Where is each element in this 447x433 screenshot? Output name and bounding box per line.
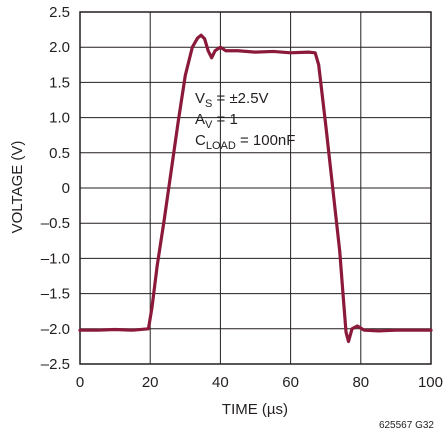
y-tick-label: –1.5 <box>41 286 70 303</box>
figure-code: 625567 G32 <box>379 420 434 431</box>
y-tick-label: –2.5 <box>41 356 70 373</box>
annotation-av: AV = 1 <box>195 111 238 131</box>
x-tick-label: 60 <box>282 374 299 391</box>
grid <box>79 11 432 365</box>
y-tick-label: 1.5 <box>49 74 70 91</box>
x-tick-label: 20 <box>142 374 159 391</box>
y-tick-label: 2.0 <box>49 39 70 56</box>
x-tick-label: 80 <box>352 374 369 391</box>
x-tick-label: 0 <box>76 374 84 391</box>
y-tick-label: –0.5 <box>41 215 70 232</box>
x-tick-label: 40 <box>212 374 229 391</box>
plot-frame <box>79 11 432 365</box>
x-tick-labels: 0 20 40 60 80 100 <box>76 374 443 391</box>
y-tick-label: 2.5 <box>49 4 70 21</box>
y-tick-label: 0.5 <box>49 145 70 162</box>
y-axis-label: VOLTAGE (V) <box>9 141 26 234</box>
y-tick-label: 0 <box>62 180 70 197</box>
y-tick-label: 1.0 <box>49 110 70 127</box>
y-tick-label: –1.0 <box>41 250 70 267</box>
x-tick-label: 100 <box>418 374 443 391</box>
x-axis-label: TIME (µs) <box>222 401 288 418</box>
annotation-cload: CLOAD = 100nF <box>195 132 295 152</box>
series-line <box>78 33 433 344</box>
annotation-vs: VS = ±2.5V <box>195 90 269 110</box>
y-tick-labels: 2.5 2.0 1.5 1.0 0.5 0 –0.5 –1.0 –1.5 –2.0 –2.5 <box>41 4 70 373</box>
y-tick-label: –2.0 <box>41 321 70 338</box>
